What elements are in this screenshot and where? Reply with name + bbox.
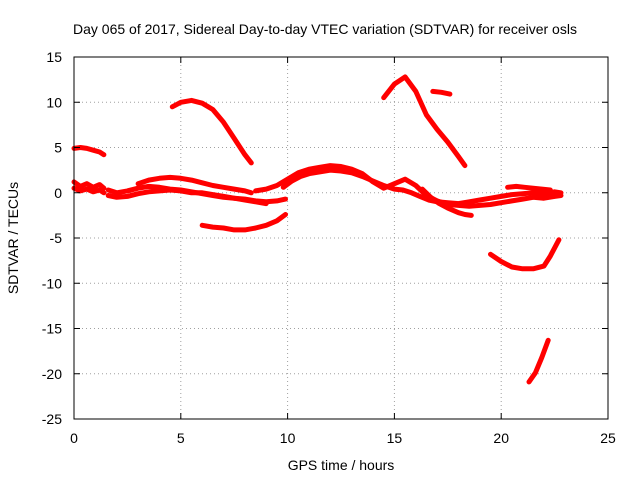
series-line-arc-11 [381,74,468,169]
series-line-arc-7 [169,97,254,166]
y-axis-label: SDTVAR / TECUs [5,182,21,294]
y-tick-label: 10 [46,94,62,110]
y-tick-label: -10 [42,275,62,291]
x-tick-label: 10 [280,430,296,446]
series-line-arc-16 [526,337,551,385]
series-line-arc-5 [105,183,269,207]
y-tick-label: 5 [54,140,62,156]
y-tick-label: -5 [50,230,63,246]
y-tick-label: 15 [46,49,62,65]
series-line-arc-12 [430,88,453,97]
y-tick-label: 0 [54,185,62,201]
series-line-arc-8 [199,212,288,233]
x-tick-label: 25 [600,430,616,446]
series-lines [71,74,564,385]
y-tick-label: -15 [42,321,62,337]
y-tick-label: -20 [42,366,62,382]
series-line-arc-15 [505,183,553,193]
x-tick-label: 5 [177,430,185,446]
series-line-arc-2 [71,179,107,191]
chart-title: Day 065 of 2017, Sidereal Day-to-day VTE… [73,21,577,37]
x-tick-labels: 0 5 10 15 20 25 [70,430,616,446]
series-line-arc-9 [253,163,564,209]
series-line-arc-1 [71,145,107,158]
axis-ticks [73,56,609,420]
y-tick-label: -25 [42,411,62,427]
x-tick-label: 20 [493,430,509,446]
x-tick-label: 0 [70,430,78,446]
series-line-arc-14 [488,237,562,272]
x-axis-label: GPS time / hours [288,457,395,473]
series-line-arc-6 [135,174,254,196]
series-line-arc-10 [280,167,564,207]
grid-lines [74,57,608,419]
y-tick-labels: -25 -20 -15 -10 -5 0 5 10 15 [42,49,62,427]
series-line-arc-13 [419,186,474,218]
x-tick-label: 15 [387,430,403,446]
series-line-arc-3 [71,185,107,196]
